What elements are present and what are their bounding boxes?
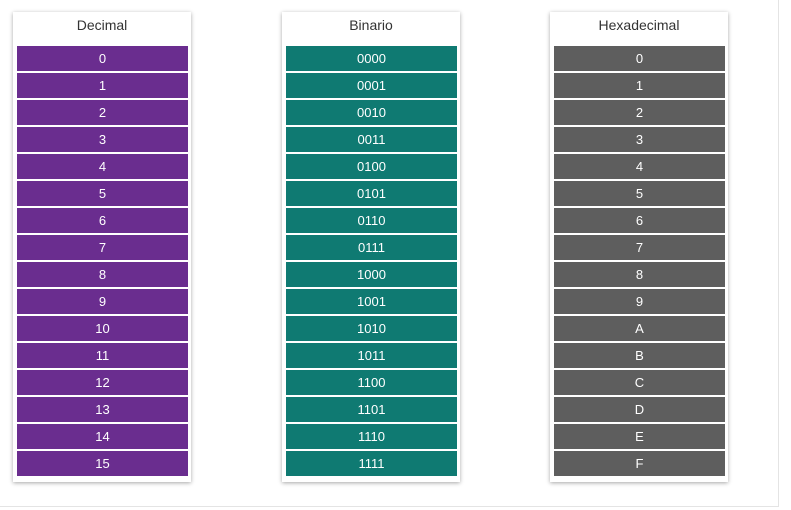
table-cell: 1 xyxy=(17,73,188,98)
table-cell: 2 xyxy=(17,100,188,125)
table-cell: 1001 xyxy=(286,289,457,314)
table-cell: 1101 xyxy=(286,397,457,422)
table-cell: 0000 xyxy=(286,46,457,71)
table-cell: 1111 xyxy=(286,451,457,476)
table-cell: 12 xyxy=(17,370,188,395)
table-cell: 4 xyxy=(554,154,725,179)
table-cell: B xyxy=(554,343,725,368)
table-cell: 9 xyxy=(17,289,188,314)
column-header: Binario xyxy=(349,17,393,33)
table-cell: 14 xyxy=(17,424,188,449)
table-cell: 5 xyxy=(17,181,188,206)
table-cell: 7 xyxy=(17,235,188,260)
table-cell: 1010 xyxy=(286,316,457,341)
table-cell: 15 xyxy=(17,451,188,476)
table-cell: 0010 xyxy=(286,100,457,125)
table-cell: 11 xyxy=(17,343,188,368)
table-cell: 0001 xyxy=(286,73,457,98)
table-cell: 0011 xyxy=(286,127,457,152)
table-column: Hexadecimal 0 1 2 3 4 5 6 7 8 9 A B C D E F xyxy=(550,12,728,482)
table-cell: 0111 xyxy=(286,235,457,260)
table-cell: 1110 xyxy=(286,424,457,449)
table-cell: E xyxy=(554,424,725,449)
table-cell: 0 xyxy=(17,46,188,71)
column-header: Hexadecimal xyxy=(598,17,680,33)
table-cell: 8 xyxy=(17,262,188,287)
table-cell: 3 xyxy=(17,127,188,152)
column-header: Decimal xyxy=(76,17,128,33)
table-cell: 0101 xyxy=(286,181,457,206)
table-cell: 3 xyxy=(554,127,725,152)
table-cell: 1000 xyxy=(286,262,457,287)
table-cell: 4 xyxy=(17,154,188,179)
table-cell: F xyxy=(554,451,725,476)
table-cell: 5 xyxy=(554,181,725,206)
table-cell: 1011 xyxy=(286,343,457,368)
table-cell: C xyxy=(554,370,725,395)
table-cell: 7 xyxy=(554,235,725,260)
table-cell: D xyxy=(554,397,725,422)
table-cell: 9 xyxy=(554,289,725,314)
table-column: Decimal 0 1 2 3 4 5 6 7 8 9 10 11 12 13 14 15 xyxy=(13,12,191,482)
table-cell: 0110 xyxy=(286,208,457,233)
table-cell: 0 xyxy=(554,46,725,71)
table-cell: 1100 xyxy=(286,370,457,395)
table-cell: A xyxy=(554,316,725,341)
table-cell: 2 xyxy=(554,100,725,125)
table-cell: 8 xyxy=(554,262,725,287)
table-cell: 13 xyxy=(17,397,188,422)
table-cell: 6 xyxy=(17,208,188,233)
table-cell: 1 xyxy=(554,73,725,98)
content-frame xyxy=(0,0,779,507)
table-cell: 0100 xyxy=(286,154,457,179)
table-column: Binario 0000 0001 0010 0011 0100 0101 0110 0111 1… xyxy=(282,12,460,482)
table-cell: 10 xyxy=(17,316,188,341)
table-cell: 6 xyxy=(554,208,725,233)
